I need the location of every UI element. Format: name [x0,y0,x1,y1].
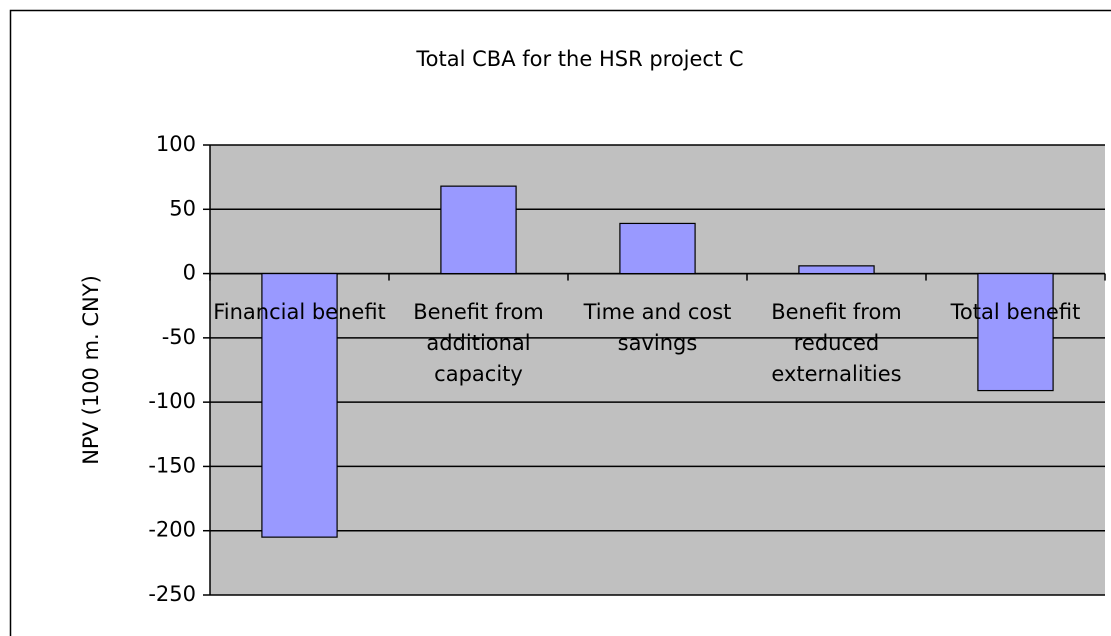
bar [261,272,338,538]
plot-area [210,145,1105,595]
x-tick-label: Time and cost savings [583,299,732,355]
x-tick-label: Benefit from additional capacity [413,299,544,386]
y-tick-label: 0 [183,261,196,285]
bar [977,272,1054,392]
y-tick-label: -150 [148,453,196,477]
bar [798,265,875,275]
bar [619,222,696,275]
y-axis-label: NPV (100 m. CNY) [79,275,103,465]
bar [440,185,517,275]
x-tick-label: Benefit from reduced externalities [771,299,902,386]
x-tick-label: Total benefit [950,299,1081,324]
x-tick-label: Financial benefit [213,299,386,324]
y-tick-label: -50 [162,325,196,349]
y-tick-label: -100 [148,389,196,413]
y-tick-label: 50 [169,196,196,220]
y-tick-label: 100 [156,132,196,156]
y-tick-label: -200 [148,518,196,542]
y-tick-label: -250 [148,582,196,606]
chart-title: Total CBA for the HSR project C [415,47,743,71]
